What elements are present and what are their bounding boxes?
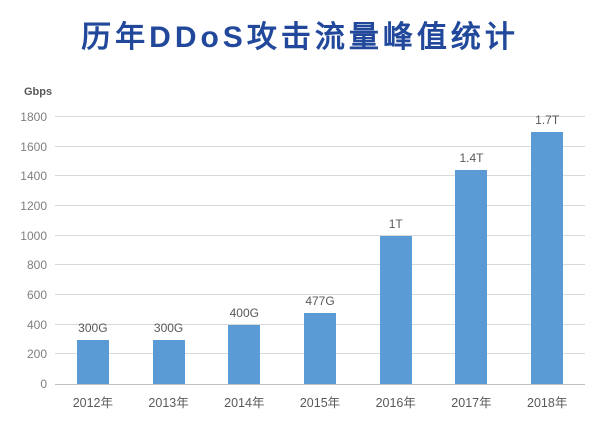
bar-2013年 bbox=[152, 339, 185, 384]
bar-slot-2012年: 300G bbox=[55, 117, 131, 384]
bar-slot-2015年: 477G bbox=[282, 117, 358, 384]
plot-area: 0 200 400 600 800 1000 1200 1400 1600 1800 300G 30… bbox=[20, 110, 585, 410]
y-tick-label-1000: 1000 bbox=[20, 228, 47, 243]
y-tick-label-1600: 1600 bbox=[20, 139, 47, 154]
x-tick-label-2014年: 2014年 bbox=[224, 396, 265, 410]
x-tick-label-2015年: 2015年 bbox=[299, 396, 341, 410]
gridline-1400 bbox=[55, 175, 585, 177]
bar-value-label-2017年: 1.4T bbox=[459, 151, 484, 166]
y-tick-label-600: 600 bbox=[26, 288, 47, 303]
bar-slot-2014年: 400G bbox=[206, 117, 282, 384]
y-axis-tick-labels: 0 200 400 600 800 1000 1200 1400 1600 1800 bbox=[20, 110, 585, 391]
x-tick-label-2012年: 2012年 bbox=[72, 396, 114, 410]
bar-value-label-2016年: 1T bbox=[388, 216, 403, 231]
bar-2017年 bbox=[455, 170, 488, 384]
y-tick-label-200: 200 bbox=[26, 347, 47, 362]
gridline-1200 bbox=[55, 205, 585, 206]
y-axis-unit-label: Gbps bbox=[24, 86, 53, 98]
x-tick-label-2016年: 2016年 bbox=[375, 396, 416, 410]
bar-slot-2017年: 1.4T bbox=[434, 117, 510, 384]
y-tick-label-1400: 1400 bbox=[20, 169, 47, 184]
bar-2012年 bbox=[76, 339, 109, 384]
gridline-600 bbox=[55, 294, 585, 295]
x-tick-label-2013年: 2013年 bbox=[148, 396, 189, 410]
x-tick-label-2017年: 2017年 bbox=[451, 396, 492, 410]
bar-2015年 bbox=[304, 313, 337, 384]
bar-slot-2013年: 300G bbox=[131, 117, 207, 384]
bar-2014年 bbox=[228, 324, 261, 384]
bar-2016年 bbox=[379, 235, 412, 384]
x-axis-tick-labels: 2012年 2013年 2014年 2015年 2016年 2017年 2018年 bbox=[55, 384, 585, 411]
gridline-1600 bbox=[55, 145, 585, 147]
bar-value-label-2013年: 300G bbox=[153, 320, 184, 335]
bar-slot-2018年: 1.7T bbox=[509, 113, 585, 384]
y-tick-label-400: 400 bbox=[26, 317, 47, 332]
bar-value-label-2015年: 477G bbox=[305, 294, 335, 309]
gridline-800 bbox=[55, 264, 585, 266]
gridline-1000 bbox=[55, 234, 585, 236]
bar-2018年 bbox=[531, 131, 564, 384]
x-tick-label-2018年: 2018年 bbox=[527, 396, 568, 410]
chart-title: 历年DDoS攻击流量峰值统计 bbox=[81, 21, 519, 54]
y-tick-label-800: 800 bbox=[26, 258, 47, 273]
y-tick-label-0: 0 bbox=[40, 377, 47, 391]
bar-value-label-2014年: 400G bbox=[229, 305, 259, 320]
bar-value-label-2018年: 1.7T bbox=[535, 112, 560, 127]
bar-slot-2016年: 1T bbox=[358, 117, 434, 384]
bar-value-label-2012年: 300G bbox=[78, 320, 108, 335]
gridline-1800 bbox=[55, 116, 585, 117]
y-tick-label-1800: 1800 bbox=[20, 110, 47, 124]
y-tick-label-1200: 1200 bbox=[20, 199, 47, 214]
bars-layer: 300G 300G 400G 477G 1T 1.4T 1.7T bbox=[55, 113, 585, 384]
